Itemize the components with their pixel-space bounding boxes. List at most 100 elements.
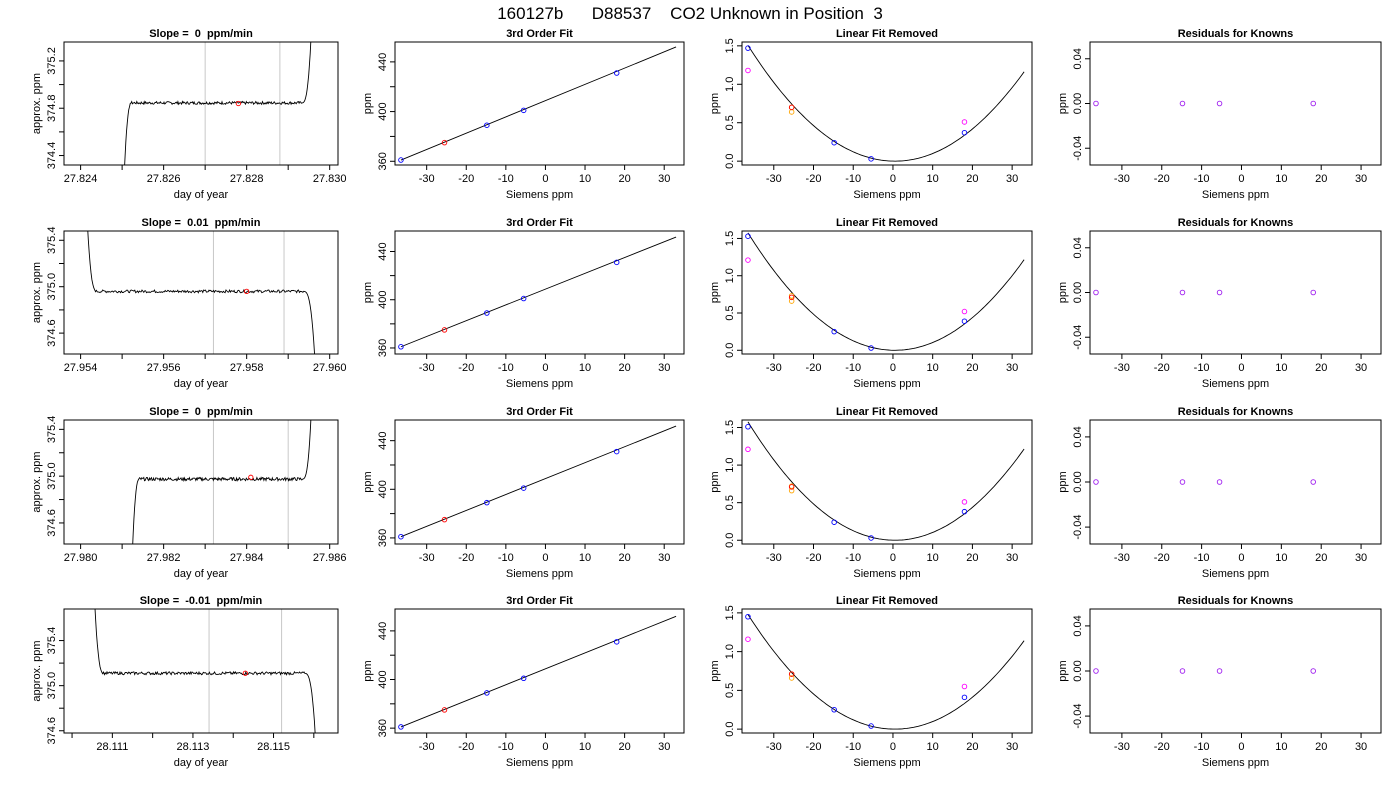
y-axis-label: ppm (709, 282, 721, 303)
plot-area (1093, 289, 1316, 296)
y-axis-label: ppm (709, 471, 721, 492)
x-tick-label: -10 (498, 173, 514, 185)
x-axis-label: Siemens ppm (853, 568, 920, 580)
y-tick-label: 374.6 (46, 717, 58, 745)
known-point (961, 694, 968, 701)
panel-8: Residuals for Knowns -30 -20 -10 0 10 20 30 -0.0… (1057, 217, 1382, 390)
known-point (613, 639, 620, 645)
x-tick-label: -30 (419, 362, 435, 374)
x-tick-label: -10 (498, 741, 514, 753)
x-tick-label: -20 (806, 741, 822, 753)
y-axis-label: approx. ppm (31, 451, 43, 512)
panel-title: 3rd Order Fit (506, 28, 573, 40)
y-tick-label: 0.5 (724, 495, 736, 510)
unknown-point (441, 516, 448, 523)
plot-area (124, 42, 312, 165)
x-tick-label: -20 (806, 362, 822, 374)
panel-5: Slope = 0.01 ppm/min 27.954 27.956 27.958 27… (31, 217, 347, 390)
y-tick-label: 374.8 (46, 94, 58, 122)
y-tick-label: 1.5 (724, 38, 736, 53)
x-tick-label: 27.982 (147, 552, 181, 564)
x-tick-label: 27.954 (64, 362, 98, 374)
x-tick-label: 10 (927, 552, 939, 564)
unknown-point (788, 484, 795, 490)
plot-area (745, 45, 1025, 162)
known-point (520, 295, 527, 302)
x-tick-label: -30 (1114, 173, 1130, 185)
x-tick-label: -20 (806, 173, 822, 185)
y-tick-label: 0.5 (724, 115, 736, 130)
y-tick-label: 0.0 (724, 721, 736, 736)
panel-16: Residuals for Knowns -30 -20 -10 0 10 20 30 -0.0… (1057, 595, 1382, 769)
x-tick-label: -10 (498, 362, 514, 374)
x-tick-label: 20 (1315, 741, 1327, 753)
y-tick-label: 1.5 (724, 420, 736, 435)
known-point (961, 508, 968, 515)
y-axis-label: ppm (1057, 282, 1069, 303)
plot-frame (1089, 230, 1382, 355)
magenta-point (961, 308, 968, 315)
x-tick-label: 0 (1238, 173, 1244, 185)
x-tick-label: -10 (1194, 362, 1210, 374)
x-tick-label: 27.824 (64, 173, 98, 185)
panel-title: Slope = 0.01 ppm/min (142, 217, 261, 229)
x-tick-label: -20 (1154, 552, 1170, 564)
y-axis-label: ppm (362, 660, 374, 681)
panel-12: Residuals for Knowns -30 -20 -10 0 10 20 30 -0.0… (1057, 406, 1382, 580)
x-tick-label: 10 (579, 362, 591, 374)
x-tick-label: -30 (766, 552, 782, 564)
y-axis-label: ppm (1057, 660, 1069, 681)
panel-6: 3rd Order Fit -30 -20 -10 0 10 20 30 360 400 440 Si… (362, 217, 685, 390)
plot-area (398, 615, 677, 730)
y-tick-label: 1.0 (724, 268, 736, 283)
orange-point (788, 109, 795, 115)
panel-title: Residuals for Knowns (1178, 28, 1294, 40)
x-tick-label: 10 (1275, 552, 1287, 564)
x-tick-label: -30 (1114, 552, 1130, 564)
y-tick-label: 0.04 (1072, 615, 1084, 636)
y-tick-label: 1.5 (724, 605, 736, 620)
x-tick-label: 28.115 (257, 741, 290, 753)
y-tick-label: -0.04 (1072, 136, 1084, 161)
y-axis-label: approx. ppm (31, 262, 43, 323)
panel-title: 3rd Order Fit (506, 217, 573, 229)
x-tick-label: 10 (579, 552, 591, 564)
x-tick-label: 27.830 (313, 173, 347, 185)
known-point (484, 310, 490, 316)
plot-area (87, 231, 315, 354)
known-point (961, 129, 968, 136)
panel-title: Linear Fit Removed (836, 406, 938, 418)
residual-point (1216, 479, 1223, 485)
x-tick-label: -30 (1114, 362, 1130, 374)
x-tick-label: 0 (542, 552, 548, 564)
plot-area (1093, 479, 1316, 485)
panel-10: 3rd Order Fit -30 -20 -10 0 10 20 30 360 400 440 Si… (362, 406, 685, 580)
x-tick-label: 0 (1238, 362, 1244, 374)
magenta-point (961, 499, 968, 505)
residual-point (1093, 100, 1099, 107)
y-tick-label: 0.0 (724, 533, 736, 548)
y-tick-label: 0.0 (724, 343, 736, 358)
x-tick-label: 10 (579, 173, 591, 185)
plot-area (745, 421, 1025, 541)
x-tick-label: 10 (579, 741, 591, 753)
y-tick-label: 375.0 (46, 672, 58, 700)
x-tick-label: -20 (1154, 362, 1170, 374)
mean-marker (242, 670, 248, 676)
y-tick-label: 374.6 (46, 509, 58, 537)
panel-title: 3rd Order Fit (506, 406, 573, 418)
x-tick-label: 30 (658, 741, 670, 753)
plot-frame (63, 608, 339, 734)
x-tick-label: 0 (1238, 741, 1244, 753)
x-tick-label: 0 (1238, 552, 1244, 564)
y-axis-label: ppm (709, 660, 721, 681)
known-point (484, 499, 490, 506)
y-tick-label: 374.4 (46, 142, 58, 170)
panel-2: 3rd Order Fit -30 -20 -10 0 10 20 30 360 400 440 Si… (362, 28, 685, 201)
x-axis-label: Siemens ppm (506, 189, 573, 201)
panel-15: Linear Fit Removed -30 -20 -10 0 10 20 30 0.0 0.5… (709, 595, 1033, 769)
plot-frame (63, 419, 339, 545)
x-tick-label: 27.956 (147, 362, 181, 374)
plot-area (1093, 668, 1316, 674)
